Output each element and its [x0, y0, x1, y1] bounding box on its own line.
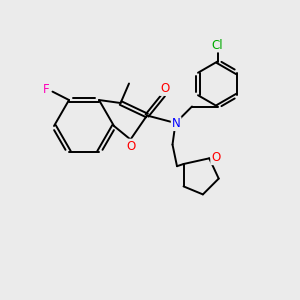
Text: N: N: [172, 117, 181, 130]
Text: F: F: [43, 83, 49, 96]
Text: O: O: [160, 82, 169, 95]
Text: Cl: Cl: [212, 38, 223, 52]
Text: O: O: [127, 140, 136, 153]
Text: O: O: [211, 151, 220, 164]
